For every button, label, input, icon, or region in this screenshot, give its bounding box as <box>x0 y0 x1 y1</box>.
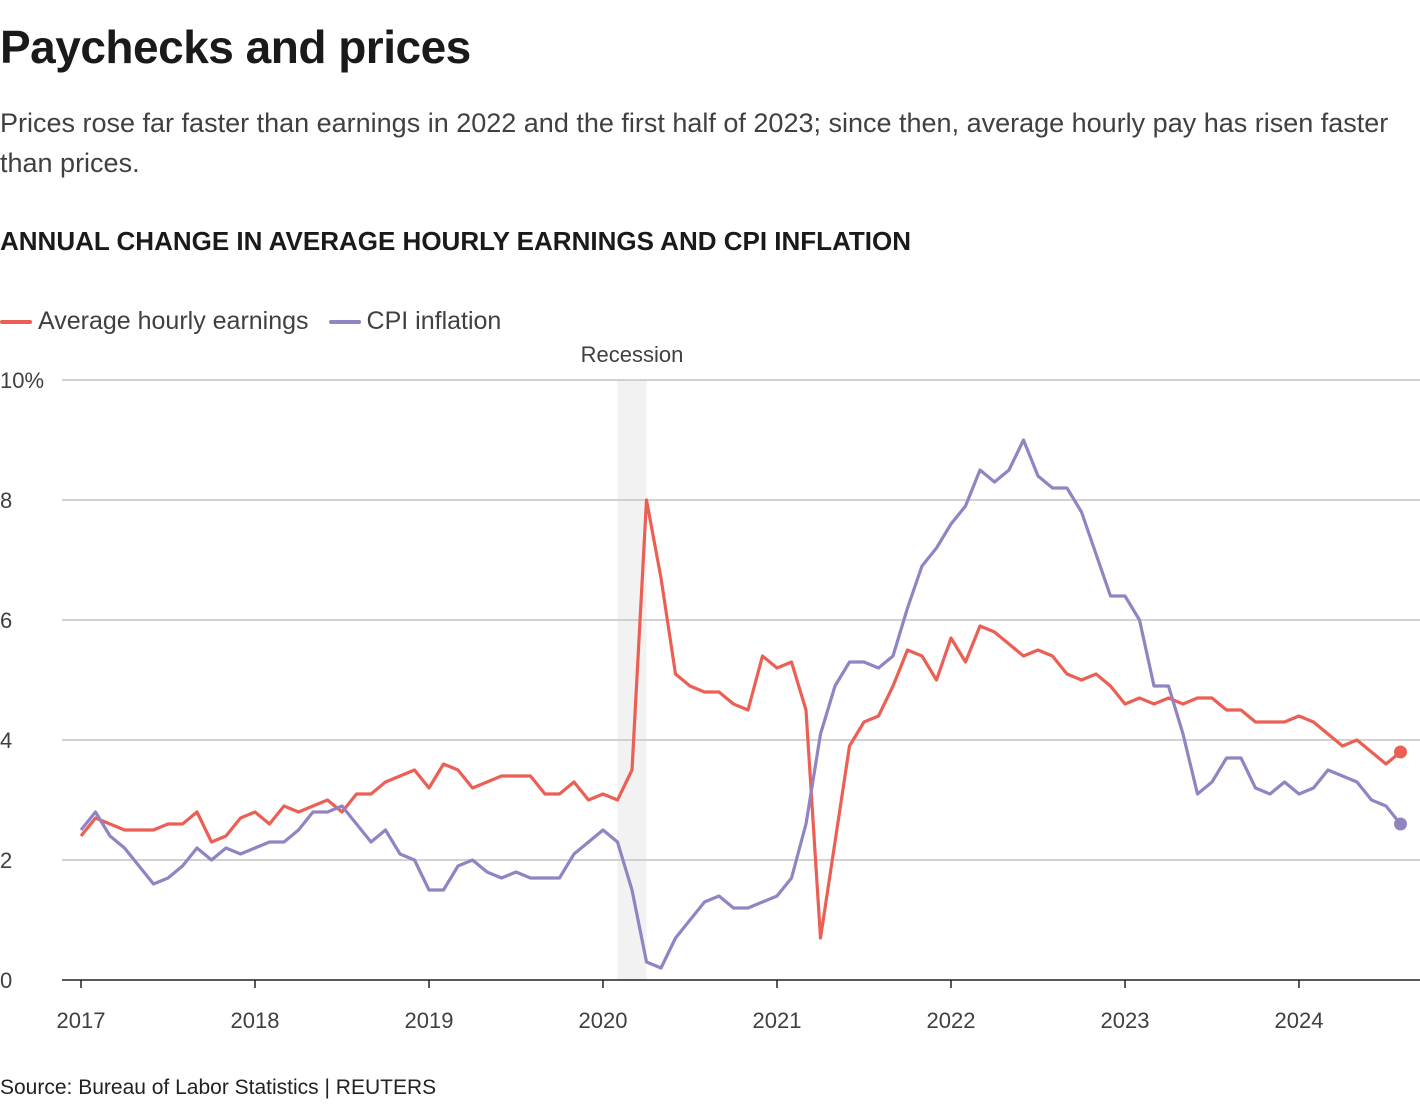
x-tick-label: 2018 <box>231 1008 280 1033</box>
chart-title: ANNUAL CHANGE IN AVERAGE HOURLY EARNINGS… <box>0 226 912 256</box>
legend-label: CPI inflation <box>366 307 502 335</box>
y-tick-label: 10% <box>0 368 44 393</box>
legend-label: Average hourly earnings <box>38 307 309 335</box>
recession-label: Recession <box>581 342 684 367</box>
x-tick-label: 2017 <box>57 1008 106 1033</box>
series-line-cpi <box>79 438 1402 970</box>
y-tick-label: 0 <box>0 968 12 993</box>
x-tick-label: 2020 <box>579 1008 628 1033</box>
y-tick-label: 6 <box>0 608 12 633</box>
x-tick-label: 2021 <box>753 1008 802 1033</box>
x-tick-label: 2022 <box>927 1008 976 1033</box>
page-title: Paychecks and prices <box>0 21 471 73</box>
legend: Average hourly earnings CPI inflation <box>0 307 521 336</box>
legend-item-earnings: Average hourly earnings <box>0 307 309 336</box>
series-endpoint-earnings <box>1394 745 1407 759</box>
series-endpoint-cpi <box>1394 817 1407 831</box>
series-line-earnings <box>79 498 1402 940</box>
x-tick-label: 2024 <box>1275 1008 1324 1033</box>
source-note: Source: Bureau of Labor Statistics | REU… <box>0 1076 437 1099</box>
subtitle: Prices rose far faster than earnings in … <box>0 108 1389 178</box>
x-tick-label: 2019 <box>405 1008 454 1033</box>
recession-band <box>617 380 647 980</box>
y-tick-label: 4 <box>0 728 12 753</box>
legend-swatch-earnings <box>0 319 32 324</box>
x-tick-label: 2023 <box>1101 1008 1150 1033</box>
legend-item-cpi: CPI inflation <box>328 307 502 336</box>
legend-swatch-cpi <box>328 319 361 324</box>
y-tick-label: 8 <box>0 488 12 513</box>
y-tick-label: 2 <box>0 848 12 873</box>
